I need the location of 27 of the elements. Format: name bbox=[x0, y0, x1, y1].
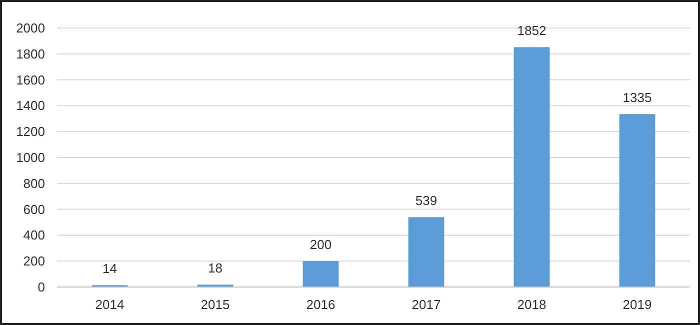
y-tick-label: 1600 bbox=[16, 72, 45, 88]
data-label: 18 bbox=[208, 260, 222, 276]
data-label: 1335 bbox=[622, 90, 652, 106]
y-tick-label: 400 bbox=[23, 228, 45, 243]
x-tick-label: 2015 bbox=[200, 297, 230, 312]
data-label: 14 bbox=[102, 261, 117, 276]
x-tick-label: 2017 bbox=[412, 297, 441, 312]
y-tick-label: 1800 bbox=[16, 46, 45, 62]
y-tick-label: 200 bbox=[23, 254, 45, 269]
bar bbox=[619, 114, 656, 287]
y-tick-label: 600 bbox=[23, 202, 45, 217]
x-tick-label: 2014 bbox=[95, 297, 124, 312]
data-label: 1852 bbox=[517, 23, 546, 38]
data-label: 200 bbox=[310, 237, 332, 252]
x-tick-label: 2018 bbox=[517, 297, 546, 312]
x-tick-label: 2019 bbox=[622, 297, 652, 312]
y-tick-label: 0 bbox=[38, 280, 45, 294]
x-tick-label: 2016 bbox=[306, 297, 336, 312]
y-tick-label: 1200 bbox=[16, 124, 45, 140]
bar bbox=[302, 261, 339, 287]
data-label: 539 bbox=[415, 193, 438, 208]
y-tick-label: 800 bbox=[23, 176, 45, 191]
bar bbox=[514, 47, 550, 287]
bar bbox=[408, 217, 444, 287]
y-tick-label: 2000 bbox=[16, 20, 45, 36]
y-tick-label: 1000 bbox=[16, 150, 45, 165]
y-tick-label: 1400 bbox=[16, 98, 45, 114]
